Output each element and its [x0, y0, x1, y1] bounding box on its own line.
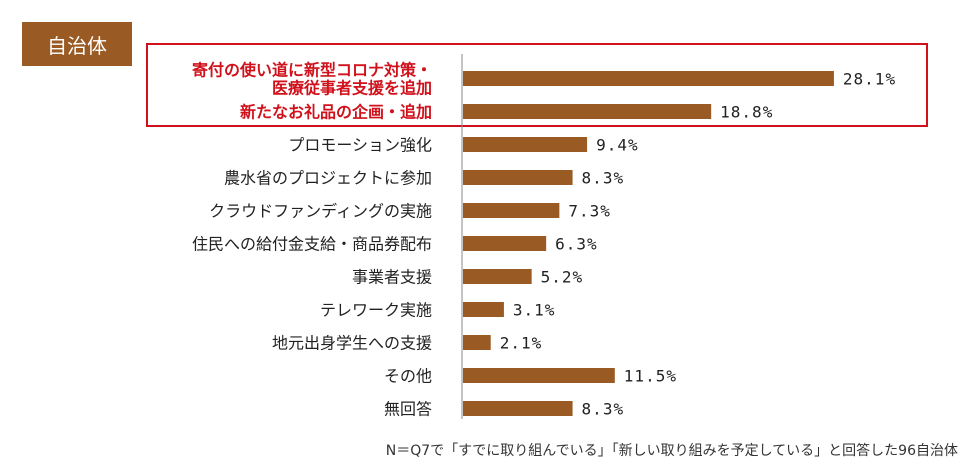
category-tag: 自治体: [22, 22, 132, 66]
bar: [463, 401, 573, 416]
highlight-box: [146, 43, 928, 127]
bar: [463, 302, 504, 317]
category-label: 地元出身学生への支援: [272, 334, 432, 353]
category-label: 無回答: [384, 400, 432, 419]
bar: [463, 368, 615, 383]
data-label: 8.3%: [582, 169, 625, 188]
data-label: 2.1%: [500, 334, 543, 353]
category-label: 新たなお礼品の企画・追加: [240, 103, 432, 122]
bar: [463, 236, 547, 251]
data-label: 18.8%: [720, 103, 773, 122]
data-label: 28.1%: [843, 70, 896, 89]
data-label: 11.5%: [624, 367, 677, 386]
data-label: 6.3%: [555, 235, 598, 254]
category-label: 事業者支援: [352, 268, 432, 287]
bar: [463, 269, 532, 284]
data-label: 3.1%: [513, 301, 556, 320]
category-label: 医療従事者支援を追加: [272, 79, 432, 98]
bar: [463, 71, 834, 86]
data-label: 8.3%: [582, 400, 625, 419]
bar: [463, 137, 588, 152]
category-label: 住民への給付金支給・商品券配布: [192, 235, 432, 254]
footnote: N＝Q7で「すでに取り組んでいる」「新しい取り組みを予定している」と回答した96…: [385, 443, 958, 459]
category-label: その他: [384, 367, 432, 386]
bar: [463, 104, 712, 119]
data-label: 7.3%: [568, 202, 611, 221]
bar: [463, 335, 491, 350]
data-label: 9.4%: [596, 136, 639, 155]
category-label: 農水省のプロジェクトに参加: [224, 169, 432, 188]
category-label: クラウドファンディングの実施: [209, 202, 432, 221]
category-label: 寄付の使い道に新型コロナ対策・: [192, 61, 432, 80]
category-label: プロモーション強化: [288, 136, 432, 155]
bar: [463, 203, 560, 218]
category-label: テレワーク実施: [320, 301, 432, 320]
bar: [463, 170, 573, 185]
data-label: 5.2%: [541, 268, 584, 287]
